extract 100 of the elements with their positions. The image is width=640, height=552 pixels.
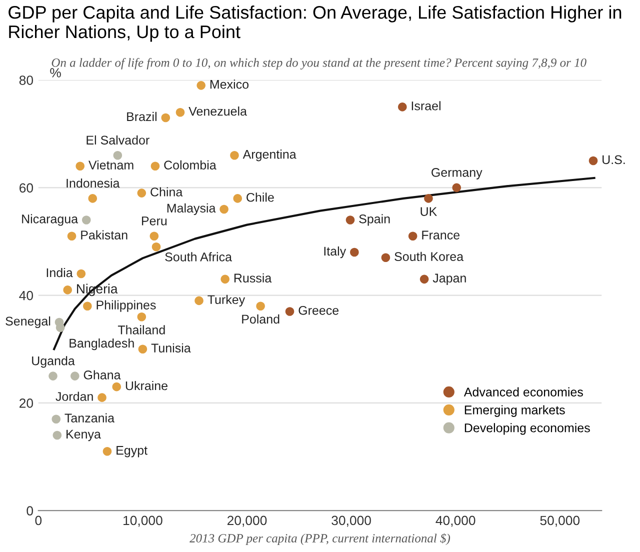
x-tick-label: 20,000: [227, 516, 267, 527]
annotation: Indonesia: [66, 178, 120, 188]
annotation: Greece: [298, 306, 339, 315]
point: [76, 162, 85, 171]
legend-label: Emerging markets: [464, 405, 565, 417]
annotation: Tunisia: [151, 343, 191, 352]
annotation: South Africa: [165, 252, 232, 262]
legend-label: Advanced economies: [464, 387, 583, 396]
point: [588, 156, 598, 166]
point: [112, 382, 122, 392]
annotation: Ghana: [84, 370, 121, 380]
y-tick-label: 60: [20, 183, 34, 193]
annotation: UK: [420, 207, 438, 216]
point: [56, 323, 65, 332]
point: [381, 253, 390, 262]
point: [82, 216, 91, 224]
annotation: Spain: [359, 214, 390, 226]
x-tick-label: 50,000: [540, 516, 580, 527]
point: [52, 430, 62, 440]
point: [420, 274, 429, 284]
point: [70, 372, 80, 380]
annotation: Malaysia: [167, 203, 216, 216]
annotation: Uganda: [32, 356, 75, 368]
point: [398, 102, 407, 112]
annotation: Jordan: [56, 392, 93, 401]
annotation: Venezuela: [188, 106, 247, 116]
annotation: China: [150, 187, 183, 196]
annotation: Mexico: [210, 80, 249, 89]
point: [152, 242, 161, 252]
point: [137, 188, 146, 198]
annotation: Italy: [324, 246, 346, 258]
annotation: South Korea: [394, 252, 464, 261]
point: [230, 150, 239, 160]
annotation: Senegal: [6, 316, 50, 328]
annotation: Germany: [432, 168, 482, 180]
annotation: Tanzania: [64, 413, 114, 422]
point: [63, 286, 72, 294]
legend-label: Developing economies: [464, 423, 590, 435]
point: [88, 194, 98, 203]
point: [150, 232, 159, 241]
chart-subtitle: On a ladder of life from 0 to 10, on which step do you stand at the present time? Percent saying 7,8,9 or 10: [52, 58, 586, 70]
annotation: Japan: [432, 274, 466, 285]
point: [150, 162, 160, 171]
point: [196, 81, 206, 90]
annotation: France: [422, 230, 460, 240]
annotation: India: [46, 268, 73, 278]
annotation: Chile: [246, 192, 274, 202]
x-axis-title: 2013 GDP per capita (PPP, current international $): [190, 533, 450, 546]
annotation: Russia: [234, 273, 272, 283]
x-tick-label: 30,000: [332, 516, 371, 527]
annotation: Brazil: [127, 112, 156, 122]
x-tick-label: 40,000: [436, 516, 476, 527]
point: [67, 232, 76, 241]
point: [83, 302, 92, 310]
y-tick-label: 20: [20, 398, 34, 408]
point: [98, 393, 106, 402]
annotation: Kenya: [66, 430, 101, 442]
annotation: Argentina: [242, 150, 296, 162]
annotation: Israel: [412, 101, 440, 110]
annotation: Philippines: [96, 300, 156, 312]
y-tick-label: 0: [26, 506, 34, 516]
point: [285, 307, 294, 316]
point: [220, 204, 228, 214]
annotation: Vietnam: [88, 160, 134, 170]
annotation: Turkey: [208, 294, 246, 307]
point: [48, 372, 58, 380]
point: [408, 232, 418, 241]
point: [176, 108, 185, 117]
point: [194, 296, 204, 306]
point: [161, 113, 170, 122]
y-axis-title: %: [50, 68, 61, 78]
annotation: U.S.: [602, 155, 625, 164]
x-tick-label: 10,000: [124, 516, 162, 527]
annotation: Peru: [142, 216, 167, 226]
point: [137, 312, 146, 322]
y-tick-label: 40: [19, 290, 34, 300]
point: [233, 194, 242, 203]
point: [346, 216, 355, 224]
point: [52, 414, 61, 424]
chart-title: GDP per Capita and Life Satisfaction: On Average, Life Satisfaction Higher in Richer Nations, Up to a Point: [8, 6, 622, 42]
annotation: Bangladesh: [70, 338, 134, 350]
annotation: Nicaragua: [22, 214, 78, 226]
point: [220, 274, 230, 284]
y-tick-label: 80: [19, 76, 34, 85]
point: [138, 344, 148, 354]
annotation: El Salvador: [86, 135, 150, 145]
annotation: Thailand: [118, 325, 165, 334]
annotation: Pakistan: [81, 230, 128, 240]
point: [113, 150, 122, 160]
point: [256, 302, 265, 310]
annotation: Colombia: [164, 160, 216, 170]
annotation: Poland: [242, 314, 280, 324]
point: [424, 194, 433, 203]
point: [350, 248, 359, 257]
point: [102, 447, 112, 456]
annotation: Egypt: [116, 446, 148, 458]
annotation: Ukraine: [126, 380, 168, 390]
point: [76, 269, 86, 278]
x-tick-label: 0: [35, 516, 42, 526]
point: [452, 183, 462, 192]
